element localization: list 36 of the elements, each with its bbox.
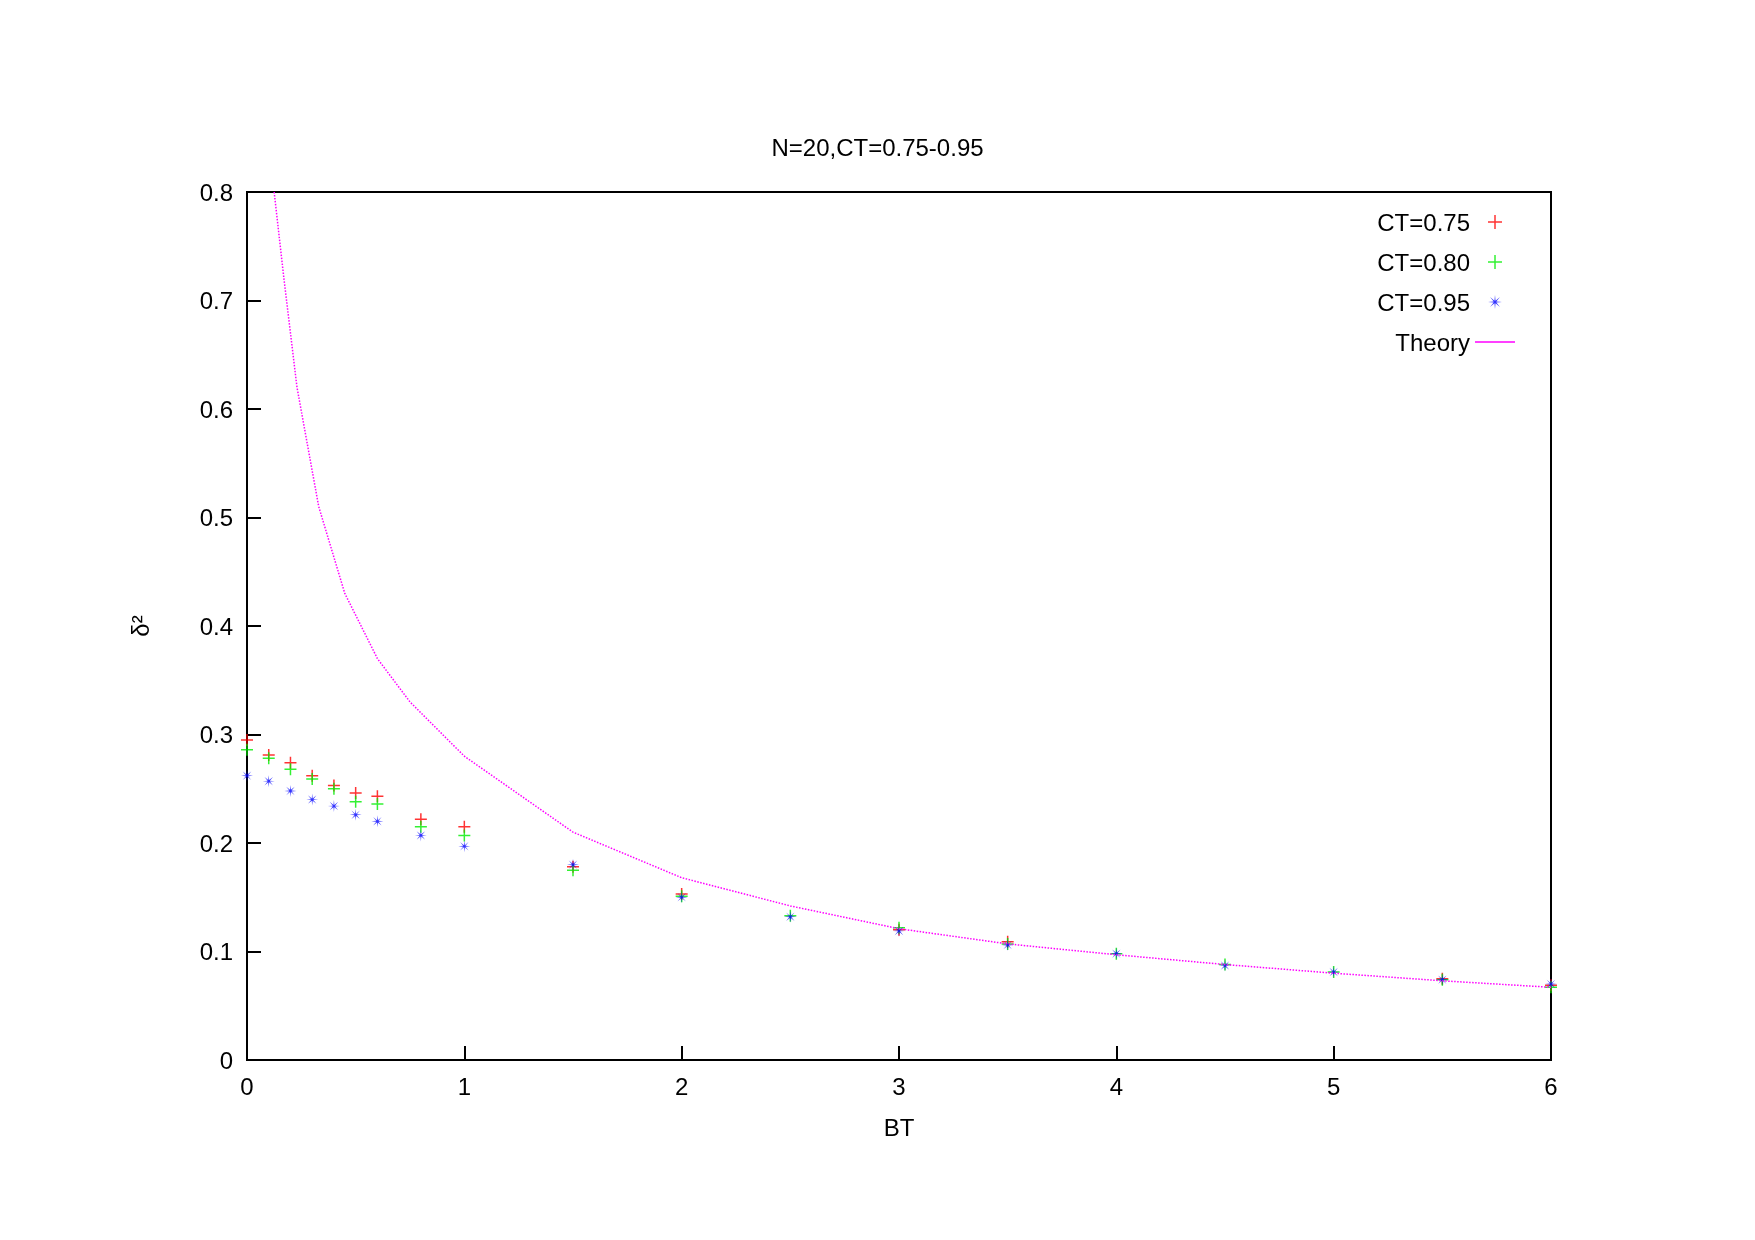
- point: [327, 782, 341, 796]
- point: [457, 828, 472, 843]
- point: [261, 751, 276, 766]
- point: [262, 775, 275, 788]
- y-tick-label: 0.3: [199, 721, 233, 748]
- point: [283, 762, 298, 776]
- y-tick-label: 0.2: [199, 829, 233, 857]
- point: [348, 795, 363, 809]
- y-tick-label: 0.5: [199, 504, 233, 531]
- point: [370, 797, 385, 811]
- y-tick-label: 0.4: [199, 612, 233, 640]
- y-axis-title: δ²: [126, 615, 154, 637]
- point: [458, 840, 471, 853]
- x-tick-label: 1: [457, 1072, 472, 1100]
- y-tick-label: 0.7: [199, 287, 233, 314]
- x-tick-label: 0: [240, 1072, 254, 1100]
- legend-label: CT=0.95: [1377, 288, 1470, 316]
- x-tick-label: 5: [1326, 1072, 1341, 1100]
- y-tick-label: 0: [219, 1046, 233, 1074]
- x-tick-label: 6: [1544, 1072, 1558, 1100]
- y-tick-label: 0.1: [199, 938, 233, 965]
- legend-label: CT=0.80: [1377, 248, 1470, 276]
- legend-label: CT=0.75: [1377, 208, 1470, 236]
- x-tick-label: 4: [1109, 1072, 1124, 1100]
- x-axis-title: BT: [883, 1113, 915, 1141]
- x-tick-label: 2: [674, 1072, 689, 1100]
- point: [349, 808, 362, 821]
- x-tick-label: 3: [892, 1072, 906, 1100]
- point: [240, 733, 254, 747]
- y-tick-label: 0.8: [199, 178, 233, 206]
- y-tick-label: 0.6: [199, 395, 233, 423]
- point: [240, 742, 254, 757]
- chart-title: N=20,CT=0.75-0.95: [771, 133, 984, 161]
- point: [371, 815, 384, 828]
- legend-label: Theory: [1395, 328, 1470, 356]
- point: [414, 819, 428, 834]
